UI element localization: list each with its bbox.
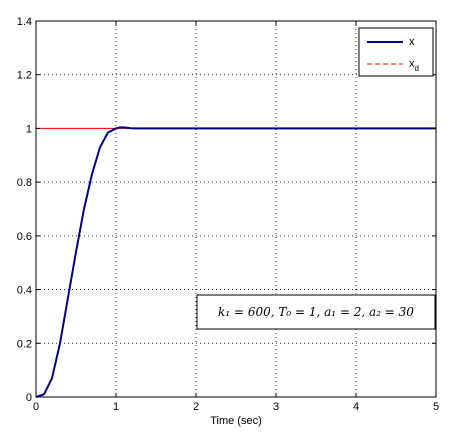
series-layer [35, 126, 436, 398]
legend-entry-xd: xd [409, 58, 419, 73]
x-tick-label-0: 0 [33, 401, 39, 413]
series-line-x [35, 126, 436, 398]
annotation-text: k₁ = 600, T₀ = 1, a₁ = 2, a₂ = 30 [218, 305, 414, 319]
legend-entry-x-label: x [409, 36, 415, 48]
x-tick-labels: 0 1 2 3 4 5 [33, 401, 439, 413]
y-tick-label-6: 1.2 [17, 70, 32, 82]
annotation-box [196, 294, 436, 330]
x-tick-label-3: 3 [273, 401, 279, 413]
tick-marks [35, 20, 437, 398]
legend: x xd [358, 27, 434, 77]
y-tick-label-3: 0.6 [17, 231, 32, 243]
y-tick-label-1: 0.2 [17, 338, 32, 350]
x-tick-label-5: 5 [433, 401, 439, 413]
grid-lines [36, 21, 436, 397]
y-tick-label-2: 0.4 [17, 285, 32, 297]
legend-entry-x: x [409, 36, 415, 48]
legend-entry-xd-subscript: d [415, 64, 419, 73]
y-tick-label-0: 0 [26, 392, 32, 404]
x-tick-label-1: 1 [113, 401, 119, 413]
y-tick-label-4: 0.8 [17, 177, 32, 189]
legend-box [358, 27, 434, 77]
x-tick-label-2: 2 [193, 401, 199, 413]
y-tick-label-5: 1 [26, 123, 32, 135]
parameter-annotation: k₁ = 600, T₀ = 1, a₁ = 2, a₂ = 30 [196, 294, 436, 330]
x-axis-label: Time (sec) [210, 415, 262, 427]
x-tick-label-4: 4 [353, 401, 359, 413]
plot-frame [35, 20, 437, 398]
y-tick-label-7: 1.4 [17, 16, 32, 28]
legend-entry-xd-label: x [409, 58, 415, 70]
y-tick-labels: 0 0.2 0.4 0.6 0.8 1 1.2 1.4 [17, 16, 32, 404]
